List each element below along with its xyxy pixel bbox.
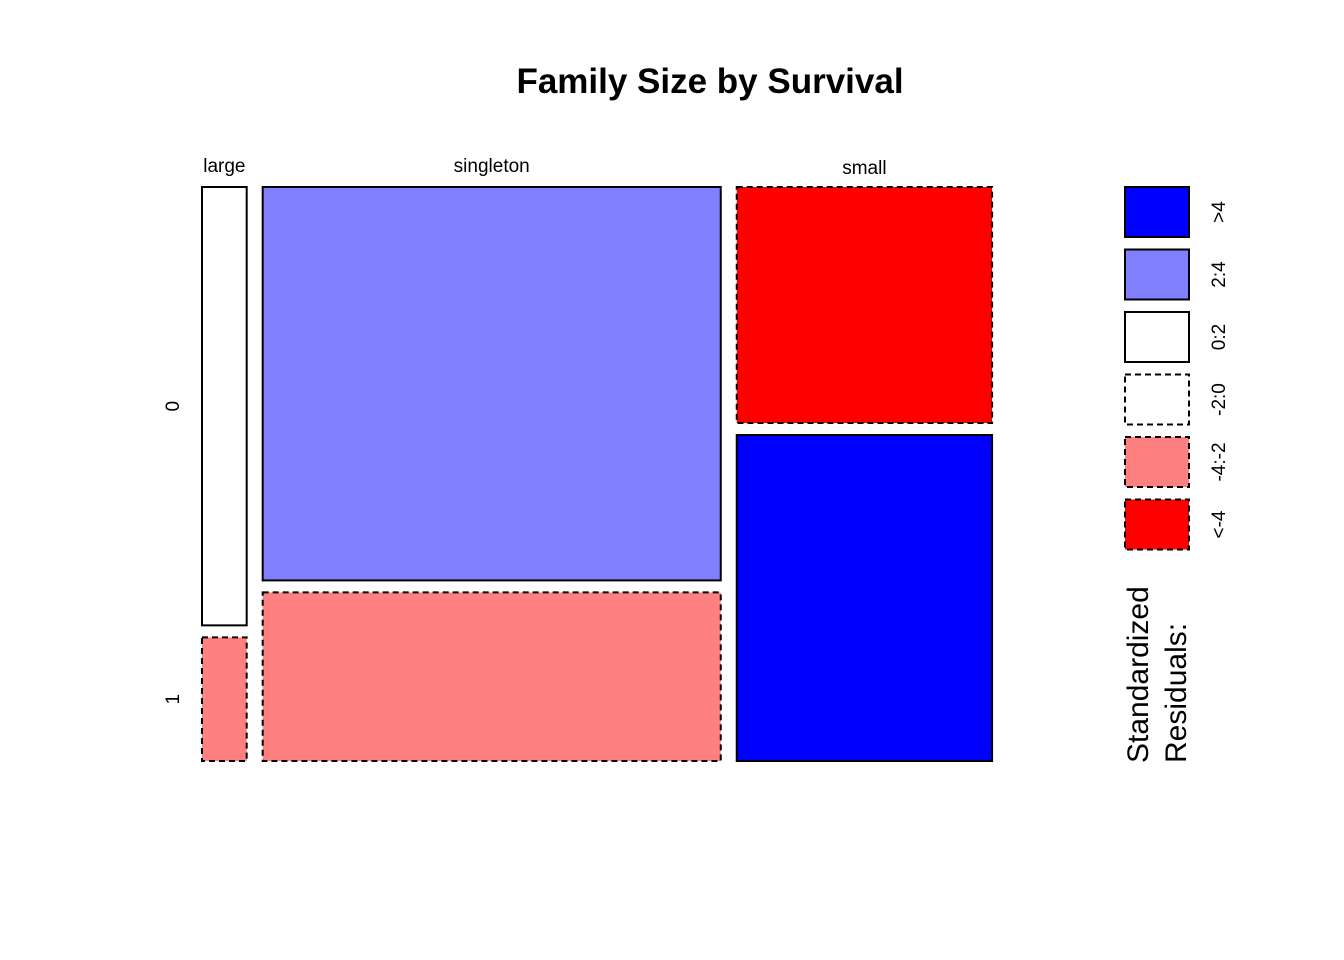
- legend-label: 2:4: [1209, 261, 1230, 288]
- mosaic-tile-singleton-1: [261, 591, 722, 763]
- legend: >4 2:4 0:2 -2:0 -4:-2 <-4 Standardized Residual…: [1122, 186, 1230, 763]
- column-label-small: small: [842, 158, 886, 179]
- mosaic-tile-small-0: [735, 186, 994, 425]
- legend-swatch: [1124, 248, 1190, 301]
- legend-swatch: [1124, 186, 1190, 238]
- mosaic-tile-singleton-0: [261, 186, 722, 582]
- legend-swatch: [1124, 373, 1190, 426]
- legend-swatch: [1124, 311, 1190, 363]
- legend-swatch: [1124, 436, 1190, 488]
- legend-title-line: Standardized: [1122, 586, 1155, 763]
- legend-label: <-4: [1209, 510, 1230, 538]
- mosaic-tile-large-1: [201, 636, 248, 762]
- legend-label: -4:-2: [1209, 442, 1230, 481]
- chart-title: Family Size by Survival: [516, 62, 903, 101]
- mosaic-tiles: [201, 186, 994, 763]
- column-label-large: large: [203, 156, 245, 177]
- row-labels: 01: [163, 401, 184, 705]
- row-label-1: 1: [163, 694, 184, 705]
- column-labels: large singleton small: [203, 156, 886, 179]
- mosaic-tile-small-1: [735, 434, 994, 762]
- row-label-0: 0: [163, 401, 184, 412]
- legend-label: >4: [1209, 201, 1230, 223]
- legend-title-line: Residuals:: [1160, 623, 1193, 763]
- legend-label: -2:0: [1209, 383, 1230, 416]
- mosaic-tile-large-0: [201, 186, 248, 627]
- column-label-singleton: singleton: [454, 156, 530, 177]
- legend-swatch: [1124, 498, 1190, 551]
- legend-label: 0:2: [1209, 324, 1230, 350]
